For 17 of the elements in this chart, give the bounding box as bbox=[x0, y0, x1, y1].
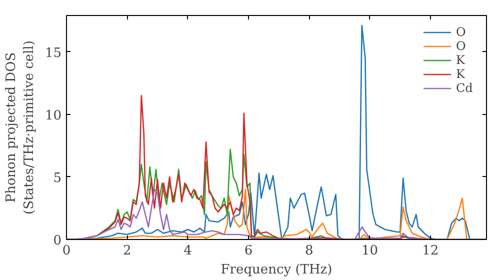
x-tick-label: 6 bbox=[244, 244, 253, 258]
legend-label: K bbox=[456, 53, 466, 67]
legend-label: O bbox=[456, 25, 467, 39]
x-tick-label: 12 bbox=[422, 244, 439, 258]
x-axis-title: Frequency (THz) bbox=[220, 262, 332, 278]
y-tick-label: 5 bbox=[53, 170, 62, 186]
y-tick-label: 10 bbox=[44, 108, 62, 124]
legend-label: Cd bbox=[456, 81, 474, 95]
legend-label: O bbox=[456, 39, 467, 53]
x-tick-label: 2 bbox=[123, 244, 132, 258]
y-axis-title: Phonon projected DOS (States/THz·primitive cell) bbox=[4, 40, 37, 214]
x-tick-label: 4 bbox=[184, 244, 192, 258]
y-tick-label: 15 bbox=[44, 46, 62, 61]
legend-label: K bbox=[456, 67, 466, 81]
x-tick-label: 10 bbox=[361, 244, 378, 258]
x-tick-label: 8 bbox=[304, 244, 314, 258]
y-tick-label: 0 bbox=[53, 234, 62, 248]
